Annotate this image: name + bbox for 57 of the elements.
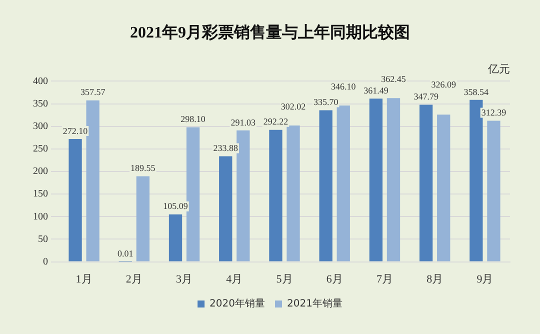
bar bbox=[470, 100, 483, 262]
bar bbox=[86, 100, 100, 262]
bar bbox=[168, 214, 182, 262]
bar bbox=[386, 98, 400, 262]
x-tick-label: 3月 bbox=[176, 273, 193, 286]
y-tick-label: 150 bbox=[33, 188, 48, 200]
y-tick-label: 350 bbox=[33, 98, 48, 110]
legend-label: 2020年销量 bbox=[210, 298, 266, 310]
bar bbox=[419, 104, 433, 262]
y-tick-label: 100 bbox=[33, 211, 48, 222]
data-label: 357.57 bbox=[80, 87, 106, 98]
data-label: 292.22 bbox=[263, 116, 288, 127]
x-tick-label: 7月 bbox=[376, 273, 393, 286]
data-label: 361.49 bbox=[364, 85, 389, 96]
x-tick-label: 5月 bbox=[276, 273, 293, 286]
data-label: 189.55 bbox=[130, 163, 156, 174]
x-tick-label: 2月 bbox=[126, 273, 142, 286]
data-label: 326.09 bbox=[431, 79, 456, 90]
data-label: 302.02 bbox=[280, 101, 306, 112]
chart-title: 2021年9月彩票销售量与上年同期比较图 bbox=[130, 24, 410, 42]
bar bbox=[269, 130, 282, 262]
data-label: 105.09 bbox=[163, 201, 188, 212]
data-label: 291.03 bbox=[230, 117, 256, 128]
y-tick-label: 50 bbox=[38, 234, 48, 245]
data-label: 298.10 bbox=[180, 114, 206, 124]
bar bbox=[437, 114, 450, 262]
data-label: 272.10 bbox=[62, 126, 88, 136]
bar bbox=[369, 98, 383, 262]
bar bbox=[219, 156, 232, 262]
x-tick-label: 9月 bbox=[476, 273, 494, 286]
data-label: 312.39 bbox=[481, 108, 507, 118]
bar bbox=[68, 138, 82, 262]
bar bbox=[487, 120, 500, 262]
y-tick-label: 0 bbox=[43, 256, 48, 268]
y-tick-label: 200 bbox=[33, 166, 48, 178]
y-tick-label: 300 bbox=[33, 120, 48, 132]
x-tick-label: 8月 bbox=[426, 273, 444, 286]
data-label: 335.70 bbox=[313, 97, 339, 108]
data-label: 362.45 bbox=[381, 74, 406, 84]
data-label: 0.01 bbox=[118, 248, 134, 259]
bar bbox=[336, 106, 350, 262]
bar bbox=[319, 110, 332, 262]
x-tick-label: 6月 bbox=[326, 273, 343, 286]
data-label: 347.79 bbox=[414, 92, 439, 102]
bar bbox=[136, 176, 150, 262]
y-tick-label: 250 bbox=[33, 144, 48, 155]
y-axis-title: 亿元 bbox=[487, 62, 510, 76]
bar bbox=[186, 127, 200, 262]
data-label: 346.10 bbox=[331, 81, 356, 92]
bar bbox=[236, 130, 250, 262]
legend-label: 2021年销量 bbox=[287, 298, 342, 310]
bar bbox=[286, 125, 300, 262]
x-tick-label: 4月 bbox=[226, 273, 243, 286]
x-tick-label: 1月 bbox=[76, 273, 92, 286]
y-tick-label: 400 bbox=[33, 76, 48, 87]
data-label: 233.88 bbox=[213, 143, 238, 154]
data-label: 358.54 bbox=[464, 86, 490, 97]
